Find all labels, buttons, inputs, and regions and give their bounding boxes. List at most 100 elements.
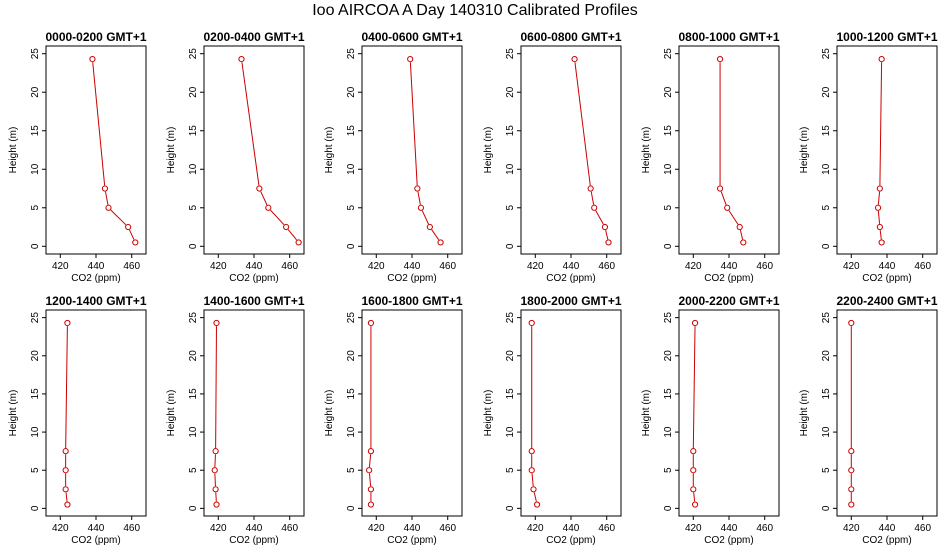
x-tick-label: 440: [563, 261, 580, 272]
data-point: [414, 185, 421, 192]
data-point: [587, 185, 594, 192]
y-tick-label: 5: [663, 467, 674, 473]
y-tick-label: 25: [188, 312, 199, 324]
y-tick-label: 5: [505, 467, 516, 473]
panel-title: 1600-1800 GMT+1: [361, 294, 462, 308]
y-tick-label: 15: [663, 125, 674, 137]
y-tick-label: 0: [663, 505, 674, 511]
series-segment: [287, 229, 298, 241]
y-tick-label: 5: [188, 467, 199, 473]
x-axis-label: CO2 (ppm): [546, 535, 595, 546]
data-point: [212, 486, 219, 493]
x-tick-label: 440: [563, 523, 580, 534]
series-segment: [368, 454, 372, 468]
x-tick-label: 440: [88, 261, 105, 272]
plot-frame: [836, 309, 938, 517]
x-tick-label: 460: [281, 523, 298, 534]
data-point: [690, 486, 697, 493]
x-tick-label: 440: [721, 523, 738, 534]
x-tick-label: 420: [368, 261, 385, 272]
series-segment: [605, 230, 609, 240]
panel-title: 1400-1600 GMT+1: [203, 294, 304, 308]
data-point: [265, 204, 272, 211]
data-point: [437, 239, 444, 246]
y-tick-label: 25: [821, 48, 832, 60]
series-segment: [368, 473, 372, 487]
data-point: [874, 204, 882, 211]
data-point: [878, 239, 885, 246]
y-tick-label: 5: [346, 205, 357, 211]
x-axis-label: CO2 (ppm): [546, 273, 595, 284]
data-point: [528, 448, 535, 455]
panel-title: 1000-1200 GMT+1: [836, 30, 937, 44]
series-segment: [129, 229, 135, 240]
data-point: [417, 204, 425, 211]
y-tick-label: 10: [821, 163, 832, 175]
y-axis-label: Height (m): [799, 127, 810, 174]
y-tick-label: 5: [821, 205, 832, 211]
panel-title: 0400-0600 GMT+1: [361, 30, 462, 44]
series-segment: [270, 209, 285, 226]
data-point: [64, 501, 71, 508]
x-axis-label: CO2 (ppm): [229, 535, 278, 546]
y-tick-label: 5: [188, 205, 199, 211]
data-point: [690, 467, 697, 474]
series-segment: [590, 191, 595, 205]
data-point: [878, 55, 885, 63]
series-segment: [728, 210, 739, 225]
y-tick-label: 0: [30, 505, 41, 511]
y-tick-label: 5: [663, 205, 674, 211]
y-axis-label: Height (m): [324, 390, 335, 437]
series-segment: [65, 326, 68, 448]
plot-frame: [520, 309, 622, 517]
series-segment: [214, 454, 216, 468]
y-axis-label: Height (m): [799, 390, 810, 437]
panel-title: 2000-2200 GMT+1: [678, 294, 779, 308]
x-tick-label: 460: [123, 261, 140, 272]
panel-title: 0000-0200 GMT+1: [45, 30, 146, 44]
data-point: [64, 319, 71, 327]
y-tick-label: 5: [505, 205, 516, 211]
data-point: [367, 486, 375, 493]
y-axis-label: Height (m): [641, 390, 652, 437]
data-point: [62, 467, 69, 474]
y-axis-label: Height (m): [483, 390, 494, 437]
x-axis-label: CO2 (ppm): [862, 273, 911, 284]
x-tick-label: 440: [879, 261, 896, 272]
panel-title: 1800-2000 GMT+1: [520, 294, 621, 308]
x-tick-label: 460: [281, 261, 298, 272]
x-tick-label: 440: [404, 261, 421, 272]
series-segment: [692, 326, 696, 448]
data-point: [367, 501, 375, 508]
data-point: [605, 239, 612, 246]
series-segment: [879, 230, 882, 240]
series-segment: [215, 492, 217, 502]
data-point: [89, 55, 96, 63]
data-point: [848, 448, 855, 455]
data-point: [132, 239, 139, 246]
plot-frame: [836, 45, 938, 255]
data-point: [212, 448, 219, 455]
data-point: [876, 185, 883, 192]
series-segment: [260, 191, 268, 206]
series-segment: [533, 492, 537, 502]
y-axis-label: Height (m): [324, 127, 335, 174]
x-tick-label: 440: [88, 523, 105, 534]
series-segment: [241, 62, 260, 186]
y-tick-label: 20: [346, 86, 357, 98]
panel-title: 1200-1400 GMT+1: [45, 294, 146, 308]
data-point: [716, 55, 724, 63]
y-axis-label: Height (m): [166, 127, 177, 174]
series-segment: [65, 492, 68, 502]
x-axis-label: CO2 (ppm): [229, 273, 278, 284]
x-axis-label: CO2 (ppm): [71, 273, 120, 284]
y-tick-label: 10: [821, 426, 832, 438]
x-tick-label: 420: [210, 261, 227, 272]
